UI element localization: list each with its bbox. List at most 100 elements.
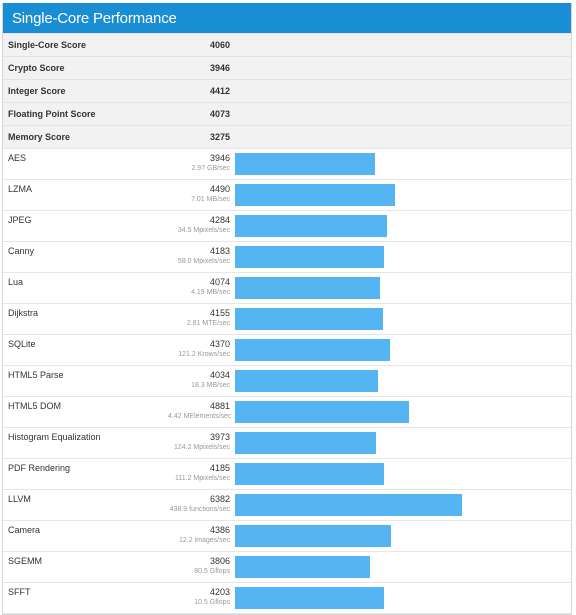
benchmark-name: AES [8,153,27,163]
benchmark-rate: 4.42 MElements/sec [168,413,232,420]
benchmark-rate: 10.5 Gflops [194,599,230,606]
benchmark-values: 4074 4.19 MB/sec [168,273,230,298]
benchmark-values: 4155 2.81 MTE/sec [168,304,230,329]
benchmark-rate: 2.97 GB/sec [191,165,230,172]
benchmark-values: 6382 438.9 functions/sec [168,490,230,515]
benchmark-row-llvm: LLVM 6382 438.9 functions/sec [3,490,571,521]
summary-name: Integer Score [8,86,66,96]
benchmark-values: 4490 7.01 MB/sec [168,180,230,205]
benchmark-rate: 2.81 MTE/sec [186,320,230,327]
benchmark-row-html5-dom: HTML5 DOM 4881 4.42 MElements/sec [3,397,571,428]
score-bar [235,370,378,392]
benchmark-rate: 438.9 functions/sec [169,506,230,513]
benchmark-values: 4034 18.3 MB/sec [168,366,230,391]
score-bar [235,401,409,423]
benchmark-score: 4183 [209,246,230,256]
summary-name: Floating Point Score [8,109,96,119]
benchmark-name: LLVM [8,494,31,504]
benchmark-name: LZMA [8,184,33,194]
score-bar [235,277,380,299]
benchmark-row-sfft: SFFT 4203 10.5 Gflops [3,583,571,614]
benchmark-values: 4881 4.42 MElements/sec [168,397,232,422]
benchmark-score: 4185 [209,463,230,473]
benchmark-values: 4386 12.2 images/sec [168,521,230,546]
benchmark-row-histogram-equalization: Histogram Equalization 3973 124.2 Mpixel… [3,428,571,459]
summary-row-crypto: Crypto Score 3946 [3,57,571,80]
summary-row-single-core: Single-Core Score 4060 [3,33,571,57]
benchmark-row-html5-parse: HTML5 Parse 4034 18.3 MB/sec [3,366,571,397]
benchmark-rate: 7.01 MB/sec [191,196,230,203]
summary-row-floating-point: Floating Point Score 4073 [3,103,571,126]
benchmark-score: 4034 [209,370,230,380]
score-bar [235,246,384,268]
benchmark-rate: 12.2 images/sec [179,537,230,544]
benchmark-score: 4284 [209,215,230,225]
single-core-panel: Single-Core Performance Single-Core Scor… [2,3,572,615]
benchmark-score: 3946 [209,153,230,163]
benchmark-row-jpeg: JPEG 4284 34.5 Mpixels/sec [3,211,571,242]
benchmark-row-pdf-rendering: PDF Rendering 4185 111.2 Mpixels/sec [3,459,571,490]
benchmark-row-sqlite: SQLite 4370 121.2 Krows/sec [3,335,571,366]
summary-row-memory: Memory Score 3275 [3,126,571,149]
benchmark-name: Camera [8,525,41,535]
benchmark-score: 4074 [209,277,230,287]
benchmark-score: 4370 [209,339,230,349]
benchmark-name: SQLite [8,339,36,349]
benchmark-table: AES 3946 2.97 GB/sec LZMA 4490 7.01 MB/s… [3,149,571,614]
benchmark-score: 6382 [209,494,230,504]
summary-row-integer: Integer Score 4412 [3,80,571,103]
benchmark-name: PDF Rendering [8,463,71,473]
benchmark-row-sgemm: SGEMM 3806 80.5 Gflops [3,552,571,583]
score-bar [235,339,390,361]
benchmark-row-aes: AES 3946 2.97 GB/sec [3,149,571,180]
score-bar [235,153,375,175]
benchmark-values: 3806 80.5 Gflops [168,552,230,577]
benchmark-score: 3973 [209,432,230,442]
benchmark-rate: 58.0 Mpixels/sec [177,258,230,265]
score-bar [235,494,462,516]
summary-name: Crypto Score [8,63,65,73]
summary-score: 3946 [209,63,230,73]
benchmark-score: 3806 [209,556,230,566]
benchmark-name: Histogram Equalization [8,432,101,442]
benchmark-name: SGEMM [8,556,43,566]
benchmark-values: 4203 10.5 Gflops [168,583,230,608]
benchmark-score: 4881 [209,401,230,411]
benchmark-score: 4203 [209,587,230,597]
score-bar [235,587,384,609]
benchmark-values: 4183 58.0 Mpixels/sec [168,242,230,267]
benchmark-rate: 124.2 Mpixels/sec [173,444,230,451]
summary-score: 4060 [209,40,230,50]
benchmark-name: Lua [8,277,24,287]
summary-table: Single-Core Score 4060 Crypto Score 3946… [3,33,571,149]
benchmark-row-lua: Lua 4074 4.19 MB/sec [3,273,571,304]
summary-score: 3275 [209,132,230,142]
benchmark-name: HTML5 DOM [8,401,62,411]
benchmark-name: SFFT [8,587,31,597]
benchmark-rate: 111.2 Mpixels/sec [175,475,230,482]
benchmark-values: 3973 124.2 Mpixels/sec [168,428,230,453]
benchmark-score: 4490 [209,184,230,194]
benchmark-rate: 80.5 Gflops [194,568,230,575]
score-bar [235,463,384,485]
summary-score: 4073 [209,109,230,119]
score-bar [235,525,391,547]
benchmark-values: 3946 2.97 GB/sec [168,149,230,174]
benchmark-score: 4155 [209,308,230,318]
summary-score: 4412 [209,86,230,96]
score-bar [235,308,383,330]
panel-header: Single-Core Performance [3,3,571,33]
benchmark-row-lzma: LZMA 4490 7.01 MB/sec [3,180,571,211]
benchmark-row-camera: Camera 4386 12.2 images/sec [3,521,571,552]
summary-name: Memory Score [8,132,71,142]
benchmark-values: 4284 34.5 Mpixels/sec [168,211,230,236]
score-bar [235,215,387,237]
benchmark-row-dijkstra: Dijkstra 4155 2.81 MTE/sec [3,304,571,335]
benchmark-rate: 121.2 Krows/sec [178,351,230,358]
panel-title: Single-Core Performance [12,9,177,27]
benchmark-rate: 34.5 Mpixels/sec [177,227,230,234]
score-bar [235,184,395,206]
benchmark-name: Dijkstra [8,308,39,318]
score-bar [235,556,370,578]
benchmark-rate: 18.3 MB/sec [191,382,230,389]
